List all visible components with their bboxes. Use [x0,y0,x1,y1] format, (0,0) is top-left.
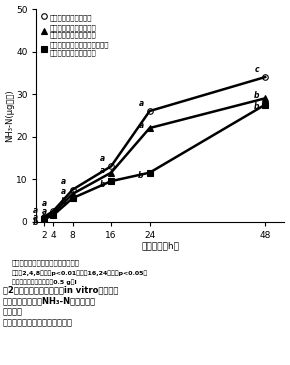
Text: a: a [61,177,66,186]
Text: c: c [254,65,259,74]
Text: b: b [100,180,105,189]
Text: a: a [32,206,38,215]
Text: a: a [138,99,144,108]
Y-axis label: NH₃-N(μg／㎎): NH₃-N(μg／㎎) [6,89,14,142]
Text: a: a [138,121,144,130]
Text: （ロールベールサイレージ）: （ロールベールサイレージ） [3,319,73,327]
Legend: 水溶性褐変物質無添加, ロールベールサイレージ
由来水溶性褐変物質添加, 弦括底ロールベールサイレージ
由来水溶性褐変物質添加: 水溶性褐変物質無添加, ロールベールサイレージ 由来水溶性褐変物質添加, 弦括底… [40,12,110,57]
Text: a: a [61,187,66,196]
Text: ルーメン液中のNH₃-N濃度に及ぼ: ルーメン液中のNH₃-N濃度に及ぼ [3,297,96,306]
Text: （培養2,4,8時間：p<0.01、培養16,24時間：p<0.05）: （培養2,4,8時間：p<0.01、培養16,24時間：p<0.05） [12,270,148,276]
Text: b: b [254,91,259,100]
X-axis label: 培養時間（h）: 培養時間（h） [142,241,180,250]
Text: 図2．　水溶性褐変物質がin vitro培養した: 図2． 水溶性褐変物質がin vitro培養した [3,286,118,295]
Text: 各培養時間の異符号間で有意差あり: 各培養時間の異符号間で有意差あり [12,260,79,266]
Text: b: b [61,197,67,206]
Text: 水溶性褐変物質添加量：0.5 g／l: 水溶性褐変物質添加量：0.5 g／l [12,279,76,285]
Text: a: a [100,154,105,163]
Text: a: a [42,207,47,216]
Text: a: a [42,199,47,208]
Text: す影響: す影響 [3,308,23,316]
Text: a: a [100,166,105,175]
Text: a: a [32,212,38,222]
Text: b: b [42,214,47,223]
Text: b: b [254,102,259,111]
Text: b: b [138,171,144,180]
Text: b: b [32,218,38,227]
